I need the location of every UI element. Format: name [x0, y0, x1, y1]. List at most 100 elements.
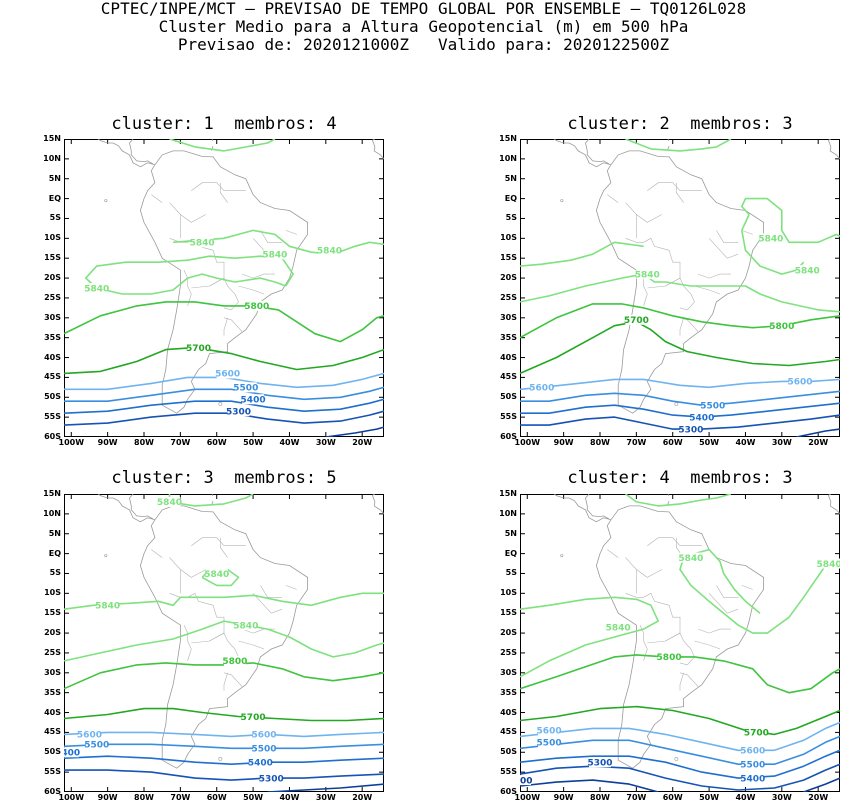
contour-label: 5840	[817, 560, 840, 570]
contour-label: 5400	[241, 396, 266, 406]
latitude-label: 50S	[44, 747, 61, 757]
contour-label: 5800	[222, 657, 247, 667]
contour-5800	[520, 654, 840, 694]
contour-label-bg	[205, 568, 228, 579]
contour-label-bg	[679, 424, 702, 435]
latitude-label: EQ	[48, 193, 61, 203]
contour-label: 5400	[64, 749, 80, 759]
contour-label: 5400	[689, 413, 714, 423]
latitude-label: 20S	[44, 273, 61, 283]
axis-ticks	[64, 139, 384, 437]
header-line-3: Previsao de: 2020121000Z Valido para: 20…	[177, 35, 670, 54]
contour-label-bg	[741, 759, 764, 770]
contour-label-bg	[759, 233, 782, 244]
latitude-label: 40S	[500, 352, 517, 362]
contour-label-bg	[520, 775, 531, 786]
contour-label-bg	[625, 314, 648, 325]
contour-5840	[625, 494, 732, 507]
longitude-label: 40W	[735, 438, 756, 447]
latitude-label: 50S	[44, 392, 61, 402]
contour-label-bg	[607, 622, 630, 633]
latitude-label: 5S	[505, 568, 517, 578]
contour-label: 5840	[204, 570, 229, 580]
contour-label-bg	[78, 729, 101, 740]
contour-5840	[520, 596, 659, 678]
contour-label-bg	[187, 342, 210, 353]
latitude-label: 10S	[44, 588, 61, 598]
contour-label-bg	[770, 320, 793, 331]
falkland-islands	[218, 757, 223, 761]
latitude-label: EQ	[48, 548, 61, 558]
longitude-label: 40W	[279, 793, 300, 802]
contour-5700	[64, 707, 384, 722]
contour-5200	[803, 777, 840, 792]
latitude-label: 40S	[44, 707, 61, 717]
longitude-label: 70W	[626, 438, 647, 447]
contour-label-bg	[245, 300, 268, 311]
longitude-label: 50W	[699, 793, 720, 802]
contour-label: 5600	[215, 370, 240, 380]
longitude-label: 20W	[352, 793, 373, 802]
contour-label: 5840	[758, 235, 783, 245]
contour-label-bg	[741, 773, 764, 784]
longitude-label: 70W	[170, 793, 191, 802]
contour-label: 5600	[529, 384, 554, 394]
map-frame	[64, 139, 384, 437]
contour-5200	[796, 428, 840, 437]
contour-label-bg	[679, 552, 702, 563]
latitude-label: 5N	[504, 528, 517, 538]
contour-label-bg	[191, 237, 214, 248]
contour-label-bg	[263, 249, 286, 260]
contour-5300	[520, 414, 840, 430]
contour-5840	[679, 557, 840, 634]
longitude-label: 100W	[58, 793, 85, 802]
latitude-label: 40S	[500, 707, 517, 717]
galapagos-islands	[104, 199, 108, 203]
longitude-label: 60W	[206, 438, 227, 447]
panel-title-2: cluster: 2 membros: 3	[567, 114, 793, 134]
contour-label-bg	[216, 368, 239, 379]
longitude-label: 80W	[134, 438, 154, 447]
coastline	[89, 494, 384, 769]
latitude-label: 45S	[500, 372, 517, 382]
longitude-label: 30W	[315, 793, 336, 802]
latitude-label: 20S	[500, 273, 517, 283]
contour-label: 5600	[77, 731, 102, 741]
contour-label-bg	[253, 743, 275, 754]
contour-label: 5300	[226, 407, 251, 417]
contour-5840	[741, 197, 840, 244]
contour-label: 5600	[537, 727, 562, 737]
contour-5840	[85, 255, 294, 289]
latitude-label: 15N	[43, 489, 61, 498]
contour-5700	[64, 346, 384, 375]
contour-5400	[520, 402, 840, 418]
contour-label-bg	[64, 747, 79, 758]
latitude-label: 35S	[500, 332, 517, 342]
longitude-label: 90W	[553, 793, 574, 802]
contour-5840	[169, 139, 276, 152]
axis-ticks	[64, 494, 384, 792]
contour-label: 5500	[740, 760, 765, 770]
contour-label: 5840	[795, 266, 820, 276]
longitude-label: 70W	[170, 438, 191, 447]
contour-label-bg	[227, 406, 250, 417]
contour-label-bg	[253, 729, 275, 740]
contour-label-bg	[741, 745, 764, 756]
latitude-label: 10N	[43, 153, 61, 163]
contour-label-bg	[745, 727, 768, 738]
contour-5840	[520, 241, 644, 267]
contour-label-bg	[658, 651, 681, 662]
contour-lines	[520, 494, 840, 792]
map-frame	[64, 494, 384, 792]
contour-label: 5840	[635, 270, 660, 280]
falkland-islands	[674, 757, 679, 761]
contour-5500	[64, 743, 384, 750]
longitude-label: 20W	[808, 793, 829, 802]
contour-label-bg	[690, 412, 713, 423]
contour-label: 5840	[84, 284, 109, 294]
latitude-label: 35S	[44, 332, 61, 342]
contour-label: 5840	[317, 247, 342, 257]
longitude-label: 90W	[553, 438, 574, 447]
longitude-label: 30W	[771, 793, 792, 802]
